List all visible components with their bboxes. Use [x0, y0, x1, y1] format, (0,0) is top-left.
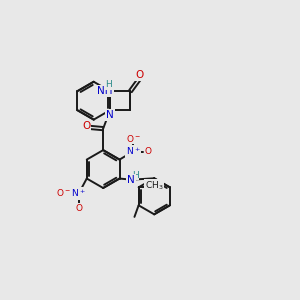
Text: N$^+$: N$^+$ — [126, 146, 140, 157]
Text: CH$_3$: CH$_3$ — [145, 180, 164, 192]
Text: O: O — [82, 121, 91, 131]
Text: O$^-$: O$^-$ — [126, 133, 141, 144]
Text: N: N — [106, 110, 114, 120]
Text: N: N — [127, 175, 135, 185]
Text: O: O — [75, 204, 82, 213]
Text: N$^+$: N$^+$ — [71, 188, 86, 200]
Text: NH: NH — [97, 86, 113, 96]
Text: H: H — [106, 80, 112, 89]
Text: O: O — [145, 147, 152, 156]
Text: H: H — [132, 171, 139, 180]
Text: O: O — [135, 70, 143, 80]
Text: O$^-$: O$^-$ — [56, 187, 71, 198]
